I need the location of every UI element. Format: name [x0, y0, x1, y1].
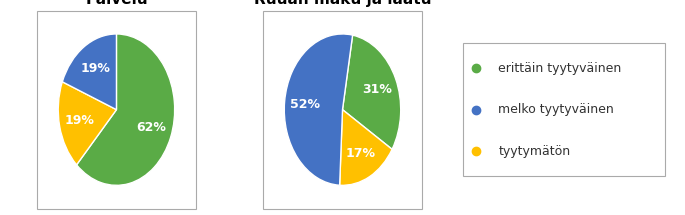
Wedge shape: [284, 34, 353, 185]
Text: 31%: 31%: [362, 83, 392, 96]
Text: melko tyytyväinen: melko tyytyväinen: [499, 103, 614, 116]
Text: 19%: 19%: [64, 114, 95, 127]
Text: 17%: 17%: [345, 147, 375, 160]
Text: 52%: 52%: [290, 98, 320, 111]
Wedge shape: [77, 34, 175, 185]
Text: 62%: 62%: [137, 121, 166, 134]
Text: erittäin tyytyväinen: erittäin tyytyväinen: [499, 61, 622, 75]
Title: Palvelu: Palvelu: [85, 0, 148, 7]
Wedge shape: [340, 110, 392, 185]
Text: 19%: 19%: [80, 63, 110, 75]
Wedge shape: [62, 34, 116, 110]
Title: Ruuan maku ja laatu: Ruuan maku ja laatu: [253, 0, 432, 7]
Wedge shape: [342, 35, 401, 149]
Wedge shape: [58, 82, 116, 165]
Text: tyytymätön: tyytymätön: [499, 145, 571, 158]
